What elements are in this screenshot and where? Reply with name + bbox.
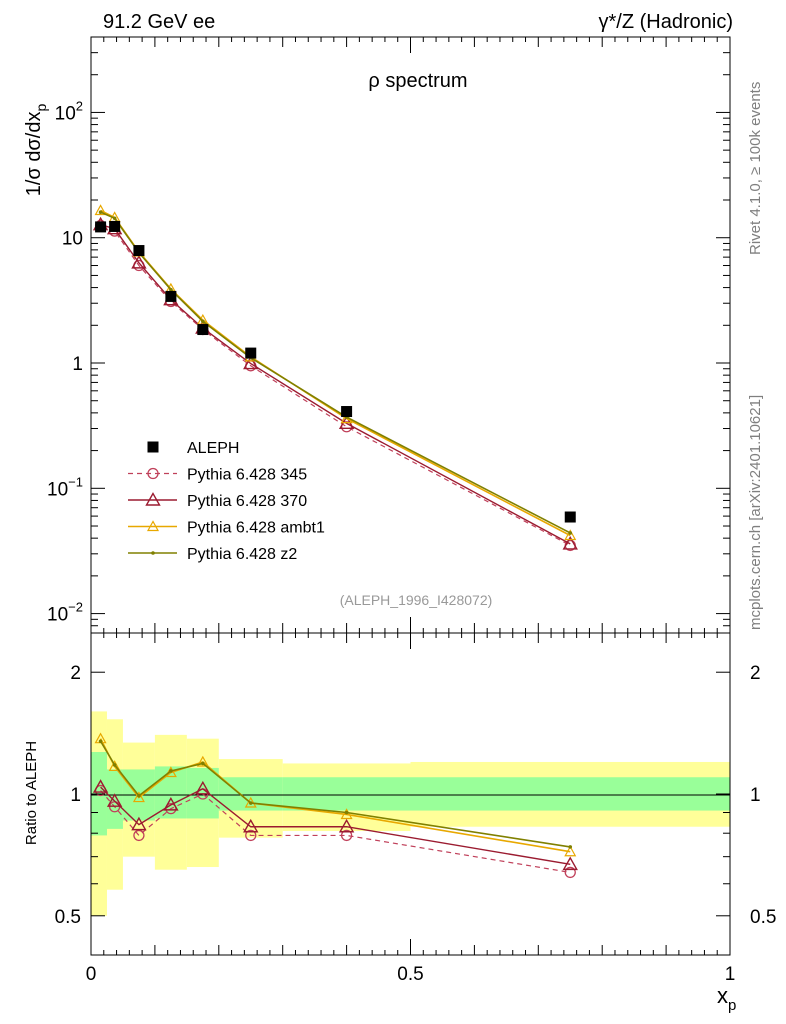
series-point (98, 210, 103, 214)
y-tick-label: 1 (72, 354, 83, 375)
ratio-y-tick-label-right: 1 (750, 785, 761, 806)
header-energy-label: 91.2 GeV ee (103, 11, 215, 33)
x-axis-label: xp (717, 983, 736, 1014)
ratio-series-point (340, 808, 353, 820)
ratio-uncertainty-bands (91, 711, 730, 916)
series-line (100, 211, 571, 534)
ratio-series-point (98, 739, 103, 744)
ratio-series-point (106, 793, 123, 807)
ratio-series-point (564, 866, 576, 879)
ratio-series-point (195, 780, 211, 795)
ratio-series-point (196, 755, 209, 767)
ratio-y-tick-label-right: 2 (750, 663, 761, 684)
main-axes: 102 10 1 10−1 10−2 (47, 36, 731, 634)
series-point (243, 355, 259, 370)
ratio-series-point (137, 793, 141, 798)
aleph-data-point (165, 290, 177, 302)
series-point (112, 216, 117, 221)
ratio-series-point (564, 845, 577, 857)
ratio-series-point (248, 801, 253, 805)
y-tick-label: 10 (62, 229, 83, 250)
ratio-series-point (108, 760, 121, 772)
series-point (201, 319, 205, 324)
legend-marker (147, 467, 159, 480)
ratio-series-point (163, 796, 179, 811)
aleph-data-point (245, 347, 257, 359)
series-line (100, 209, 571, 537)
series-point (169, 287, 173, 292)
legend-marker (147, 441, 159, 453)
ratio-series-point (562, 856, 578, 871)
uncertainty-band-inner (410, 777, 730, 811)
analysis-id-annotation: (ALEPH_1996_I428072) (340, 592, 493, 608)
ratio-series-point (245, 829, 257, 842)
x-tick-label: 0.5 (397, 964, 423, 985)
ratio-series-point (340, 829, 353, 842)
ratio-series-line (100, 786, 571, 866)
mcplots-source-label: mcplots.cern.ch [arXiv:2401.10621] (747, 395, 764, 630)
ratio-y-tick-label-left: 2 (70, 663, 81, 684)
ratio-series-point (92, 779, 109, 793)
main-frame (90, 36, 731, 634)
aleph-data-point (95, 221, 107, 233)
ratio-series-point (133, 829, 145, 842)
aleph-data-point (133, 245, 145, 257)
ratio-y-tick-label-left: 1 (70, 785, 81, 806)
aleph-data-point (109, 220, 121, 232)
ratio-axes: 0.5 0.5 1 1 2 2 0 0.5 1 (55, 633, 776, 985)
uncertainty-band-inner (106, 769, 123, 829)
x-tick-label: 0 (86, 964, 97, 985)
main-y-axis-label: 1/σ dσ/dxp (23, 104, 49, 197)
aleph-data-point (341, 406, 353, 418)
header-process-label: γ*/Z (Hadronic) (599, 11, 733, 33)
series-point (131, 254, 147, 269)
y-tick-label: 10−2 (47, 600, 83, 626)
svg-text:xp: xp (717, 983, 736, 1014)
main-panel: 102 10 1 10−1 10−2 ρ spectrum (ALEPH_1996_I4… (23, 36, 731, 634)
aleph-data-point (564, 511, 576, 523)
series-point (564, 529, 577, 541)
ratio-series-point (201, 761, 205, 766)
rivet-version-label: Rivet 4.1.0, ≥ 100k events (747, 82, 764, 255)
main-plot-marks (92, 204, 578, 552)
chart-title: ρ spectrum (368, 70, 467, 92)
legend: ALEPH Pythia 6.428 345 Pythia 6.428 370 Pyt… (128, 440, 325, 563)
series-point (562, 535, 578, 550)
legend-label: Pythia 6.428 345 (187, 467, 307, 484)
ratio-series-point (344, 810, 349, 815)
ratio-series-line (100, 790, 571, 874)
ratio-y-tick-label-left: 0.5 (55, 907, 81, 928)
aleph-data-point (197, 324, 209, 336)
svg-text:1/σ dσ/dxp: 1/σ dσ/dxp (23, 104, 49, 197)
series-point (94, 204, 107, 216)
y-tick-label: 102 (55, 98, 83, 124)
ratio-y-tick-label-right: 0.5 (750, 907, 776, 928)
series-line (100, 225, 571, 546)
ratio-series-point (169, 769, 173, 773)
legend-label: Pythia 6.428 370 (187, 493, 307, 510)
x-tick-label: 1 (725, 964, 736, 985)
ratio-series-point (112, 763, 117, 767)
legend-marker (146, 520, 160, 532)
ratio-series-point (243, 818, 259, 833)
y-tick-label: 10−1 (47, 474, 83, 500)
legend-marker (151, 551, 155, 555)
legend-label: ALEPH (187, 440, 239, 457)
ratio-panel: 0.5 0.5 1 1 2 2 0 0.5 1 Ratio to ALEPH xp (23, 632, 776, 1014)
ratio-y-axis-label: Ratio to ALEPH (23, 741, 40, 845)
ratio-series-point (338, 818, 355, 833)
ratio-series-point (131, 816, 147, 831)
legend-label: Pythia 6.428 z2 (187, 546, 297, 563)
ratio-plot-marks (92, 732, 578, 879)
uncertainty-band-inner (282, 777, 411, 811)
uncertainty-band-inner (154, 766, 187, 819)
ratio-series-point (568, 845, 573, 849)
legend-marker (145, 492, 161, 506)
ratio-series-line (99, 740, 571, 848)
series-point (568, 531, 573, 535)
legend-label: Pythia 6.428 ambt1 (187, 520, 325, 537)
ratio-series-point (132, 791, 145, 803)
